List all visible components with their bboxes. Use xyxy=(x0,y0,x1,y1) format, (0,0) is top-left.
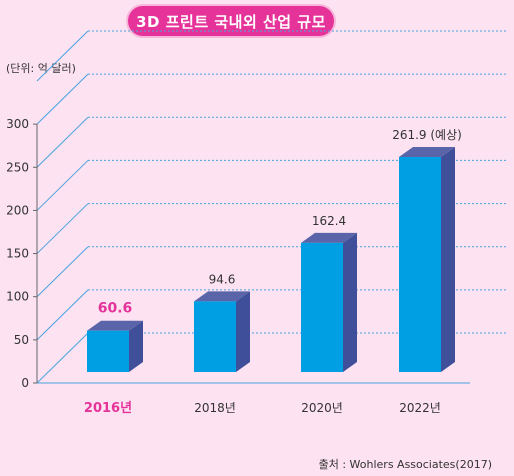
data-label: 261.9 (예상) xyxy=(392,128,462,142)
bar-top xyxy=(194,291,250,302)
y-tick-label: 150 xyxy=(6,247,29,261)
grid-diagonal xyxy=(36,332,89,384)
grid-diagonal xyxy=(36,116,89,168)
bar xyxy=(301,242,343,372)
grid-diagonal xyxy=(36,160,89,211)
grid-diagonal xyxy=(36,30,89,82)
bar-side xyxy=(343,232,357,372)
bar xyxy=(194,301,236,372)
y-tick-label: 50 xyxy=(14,333,29,347)
labels: 60.6 2016년 94.6 2018년 162.4 2020년 261.9 (예상) 20… xyxy=(84,128,462,416)
grid-diagonal xyxy=(36,73,89,125)
y-tick-label: 0 xyxy=(21,376,29,390)
bar-top xyxy=(87,320,143,331)
grid-diagonal xyxy=(36,203,89,254)
bar-side xyxy=(236,291,250,372)
source-label: 출처 : Wohlers Associates(2017) xyxy=(318,458,492,471)
y-tick-label: 200 xyxy=(6,203,29,217)
bar-top xyxy=(301,232,357,243)
bar-side xyxy=(129,320,143,372)
y-tick-label: 250 xyxy=(6,160,29,174)
data-label: 94.6 xyxy=(209,272,236,286)
bar-top xyxy=(399,147,455,158)
bars xyxy=(87,147,455,372)
bar-side xyxy=(441,147,455,372)
chart-title: 3D 프린트 국내외 산업 규모 xyxy=(128,6,334,36)
x-tick-label: 2018년 xyxy=(194,401,236,415)
x-tick-label: 2020년 xyxy=(301,401,343,415)
unit-label: (단위: 억 달러) xyxy=(6,62,76,75)
bar xyxy=(399,157,441,372)
data-label: 60.6 xyxy=(98,301,133,317)
bar xyxy=(87,330,129,372)
y-tick-label: 100 xyxy=(6,290,29,304)
x-tick-label: 2022년 xyxy=(399,401,441,415)
grid-diagonal xyxy=(36,289,89,341)
y-axis: 0 50 100 150 200 250 300 xyxy=(6,117,470,390)
data-label: 162.4 xyxy=(312,214,346,228)
grid-diagonal xyxy=(36,246,89,298)
x-tick-label: 2016년 xyxy=(84,401,132,416)
y-tick-label: 300 xyxy=(6,117,29,131)
